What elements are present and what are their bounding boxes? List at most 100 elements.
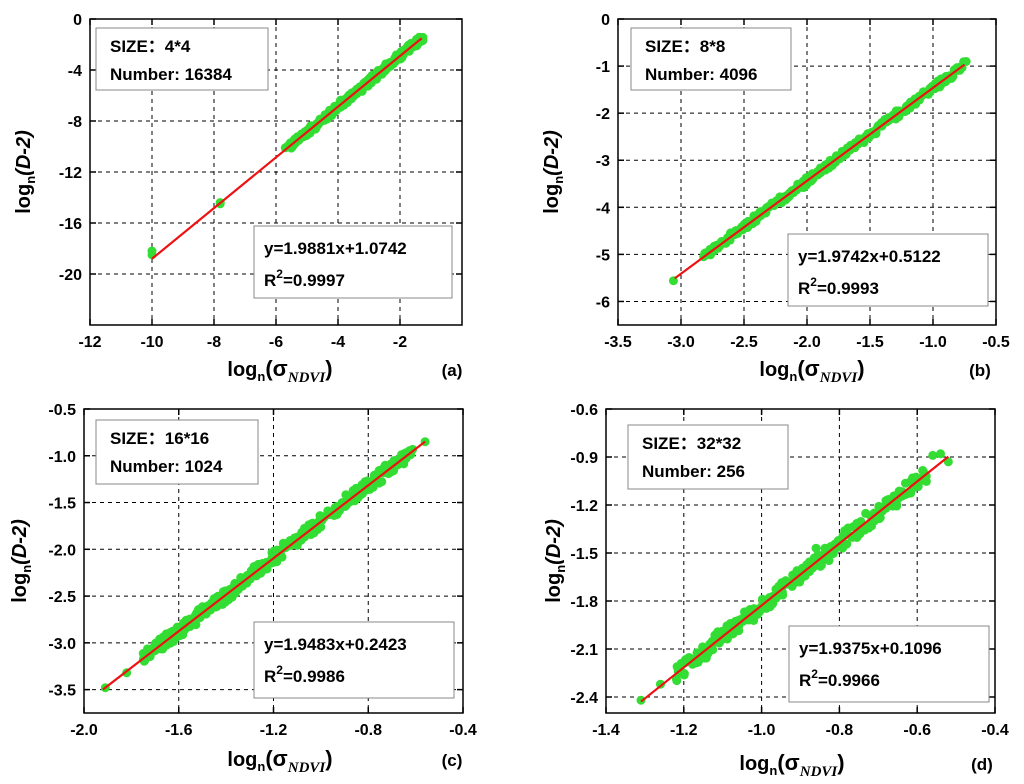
data-point bbox=[928, 450, 938, 460]
data-point bbox=[816, 560, 826, 570]
fit-line bbox=[102, 440, 426, 691]
panel-tag: (a) bbox=[442, 361, 463, 380]
y-axis-label: logn(D-2) bbox=[543, 519, 568, 603]
y-tick-label: -5 bbox=[596, 247, 610, 264]
equation-box bbox=[788, 625, 990, 703]
x-tick-label: -8 bbox=[207, 334, 221, 351]
equation-text: y=1.9881x+1.0742 bbox=[264, 239, 407, 258]
x-axis-label: logn(σNDVI) bbox=[227, 746, 332, 776]
data-point bbox=[778, 590, 788, 600]
x-tick-label: -3.5 bbox=[604, 334, 632, 351]
equation-text: y=1.9375x+0.1096 bbox=[799, 639, 942, 658]
y-tick-label: -1.2 bbox=[570, 498, 598, 515]
size-box bbox=[627, 424, 789, 490]
y-tick-label: -3.5 bbox=[48, 683, 76, 700]
y-tick-label: -2.4 bbox=[570, 690, 598, 707]
y-tick-label: -0.6 bbox=[570, 402, 598, 419]
number-label: Number: 256 bbox=[642, 462, 745, 481]
x-tick-label: -12 bbox=[78, 334, 101, 351]
data-point bbox=[875, 513, 885, 523]
y-tick-label: -2 bbox=[596, 106, 610, 123]
y-tick-label: -2.0 bbox=[48, 542, 76, 559]
equation-text: y=1.9742x+0.5122 bbox=[798, 247, 941, 266]
x-tick-label: -0.5 bbox=[982, 334, 1010, 351]
x-tick-label: -0.8 bbox=[826, 722, 854, 739]
y-tick-label: 0 bbox=[601, 12, 610, 29]
x-tick-label: -1.2 bbox=[260, 722, 288, 739]
y-tick-label: -1.8 bbox=[570, 594, 598, 611]
data-point bbox=[811, 543, 821, 553]
plot-frame bbox=[605, 408, 996, 714]
x-tick-label: -10 bbox=[140, 334, 163, 351]
x-tick-label: -1.0 bbox=[919, 334, 947, 351]
size-label: SIZE：8*8 bbox=[645, 37, 725, 56]
y-tick-label: -4 bbox=[596, 200, 610, 217]
panel-tag: (b) bbox=[969, 361, 991, 380]
number-label: Number: 4096 bbox=[645, 65, 757, 84]
equation-box bbox=[787, 233, 989, 307]
fit-line bbox=[640, 455, 950, 703]
data-point bbox=[842, 539, 852, 549]
x-tick-label: -0.8 bbox=[354, 722, 382, 739]
r2-text: R2=0.9993 bbox=[798, 275, 879, 298]
x-axis-label: logn(σNDVI) bbox=[227, 356, 332, 386]
x-tick-label: -2.0 bbox=[793, 334, 821, 351]
data-point bbox=[191, 620, 201, 630]
panel-tag: (d) bbox=[971, 755, 993, 774]
r2-text: R2=0.9997 bbox=[264, 267, 345, 290]
y-tick-label: -1 bbox=[596, 59, 610, 76]
size-box bbox=[95, 419, 259, 485]
y-tick-label: -1.0 bbox=[48, 449, 76, 466]
data-point bbox=[921, 471, 931, 481]
y-axis-label: logn(D-2) bbox=[541, 130, 566, 214]
y-axis-label: logn(D-2) bbox=[9, 519, 34, 603]
fit-line bbox=[151, 37, 423, 260]
x-tick-label: -1.0 bbox=[748, 722, 776, 739]
panel-a: -12 -10 -8 -6 -4 -2 -20 -16 -12 -8 -4 0 SIZE：4*4 Numb… bbox=[13, 12, 463, 386]
x-tick-label: -1.4 bbox=[592, 722, 620, 739]
number-label: Number: 1024 bbox=[110, 457, 223, 476]
x-axis-label: logn(σNDVI) bbox=[759, 356, 864, 386]
panel-tag: (c) bbox=[442, 751, 463, 770]
fit-line bbox=[674, 63, 966, 280]
x-tick-label: -2.5 bbox=[730, 334, 758, 351]
x-tick-label: -4 bbox=[331, 334, 345, 351]
x-tick-label: -2 bbox=[393, 334, 407, 351]
panel-b: -3.5 -3.0 -2.5 -2.0 -1.5 -1.0 -0.5 -6 -5 -4 -3 -2 -1… bbox=[541, 12, 1010, 386]
x-tick-label: -3.0 bbox=[667, 334, 695, 351]
x-tick-label: -1.5 bbox=[856, 334, 884, 351]
data-point bbox=[671, 674, 681, 684]
x-tick-label: -0.6 bbox=[903, 722, 931, 739]
data-point bbox=[377, 477, 387, 487]
data-point bbox=[734, 626, 744, 636]
data-point bbox=[655, 679, 665, 689]
y-tick-label: -1.5 bbox=[48, 496, 76, 513]
equation-box bbox=[253, 621, 455, 699]
x-tick-label: -1.2 bbox=[670, 722, 698, 739]
panel-c: -2.0 -1.6 -1.2 -0.8 -0.4 -3.5 -3.0 -2.5 -2.0 -1.5… bbox=[9, 402, 477, 776]
equation-box bbox=[253, 225, 453, 299]
y-axis-label: logn(D-2) bbox=[13, 130, 38, 214]
y-tick-label: -2.1 bbox=[570, 642, 598, 659]
y-tick-label: -6 bbox=[596, 294, 610, 311]
data-point bbox=[892, 501, 902, 511]
data-point bbox=[280, 143, 290, 153]
data-point bbox=[679, 669, 689, 679]
data-point bbox=[959, 57, 969, 67]
y-tick-label: -0.5 bbox=[48, 402, 76, 419]
x-tick-label: -2.0 bbox=[70, 722, 98, 739]
y-tick-label: -4 bbox=[68, 63, 82, 80]
x-tick-label: -0.4 bbox=[449, 722, 477, 739]
y-tick-label: 0 bbox=[73, 12, 82, 29]
y-tick-label: -16 bbox=[59, 216, 82, 233]
size-box bbox=[630, 27, 792, 91]
size-box bbox=[95, 27, 269, 91]
data-point bbox=[936, 449, 946, 459]
y-tick-label: -12 bbox=[59, 165, 82, 182]
size-label: SIZE：32*32 bbox=[642, 434, 741, 453]
r2-text: R2=0.9986 bbox=[264, 663, 345, 686]
x-tick-label: -0.4 bbox=[981, 722, 1009, 739]
y-tick-label: -8 bbox=[68, 114, 82, 131]
x-tick-label: -1.6 bbox=[165, 722, 193, 739]
